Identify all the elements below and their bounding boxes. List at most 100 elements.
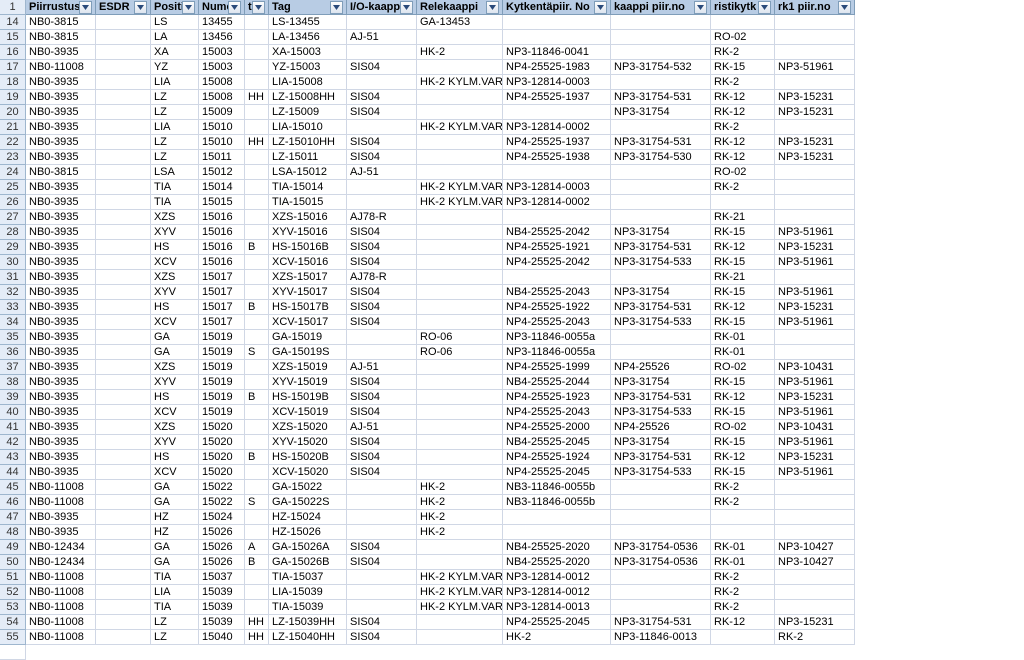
cell[interactable]: LZ xyxy=(151,135,199,150)
cell[interactable] xyxy=(611,480,711,495)
cell[interactable]: SIS04 xyxy=(347,240,417,255)
cell[interactable]: NB0-3935 xyxy=(26,225,96,240)
cell[interactable]: NB0-3935 xyxy=(26,375,96,390)
cell[interactable]: S xyxy=(245,345,269,360)
cell[interactable]: NB0-3935 xyxy=(26,465,96,480)
cell[interactable]: 15037 xyxy=(199,570,245,585)
cell[interactable]: SIS04 xyxy=(347,285,417,300)
cell[interactable] xyxy=(245,30,269,45)
cell[interactable]: GA-15022S xyxy=(269,495,347,510)
cell[interactable] xyxy=(245,45,269,60)
cell[interactable] xyxy=(611,345,711,360)
cell[interactable]: B xyxy=(245,240,269,255)
cell[interactable]: 15016 xyxy=(199,255,245,270)
row-number[interactable]: 55 xyxy=(0,630,26,645)
cell[interactable]: NB4-25525-2042 xyxy=(503,225,611,240)
cell[interactable]: HK-2 xyxy=(417,510,503,525)
cell[interactable]: XZS xyxy=(151,420,199,435)
row-number[interactable]: 38 xyxy=(0,375,26,390)
cell[interactable]: GA xyxy=(151,555,199,570)
cell[interactable]: TIA xyxy=(151,570,199,585)
cell[interactable] xyxy=(96,555,151,570)
cell[interactable] xyxy=(347,510,417,525)
cell[interactable] xyxy=(503,510,611,525)
row-number[interactable]: 21 xyxy=(0,120,26,135)
row-number[interactable]: 15 xyxy=(0,30,26,45)
cell[interactable]: NP3-51961 xyxy=(775,435,855,450)
cell[interactable] xyxy=(96,540,151,555)
row-number[interactable]: 45 xyxy=(0,480,26,495)
cell[interactable]: NB0-3935 xyxy=(26,315,96,330)
cell[interactable]: NB0-3935 xyxy=(26,120,96,135)
row-number[interactable]: 54 xyxy=(0,615,26,630)
cell[interactable]: NB0-3815 xyxy=(26,165,96,180)
cell[interactable]: RK-01 xyxy=(711,345,775,360)
cell[interactable] xyxy=(96,60,151,75)
row-number[interactable]: 49 xyxy=(0,540,26,555)
cell[interactable]: XCV xyxy=(151,405,199,420)
cell[interactable]: TIA xyxy=(151,180,199,195)
cell[interactable] xyxy=(417,450,503,465)
cell[interactable]: LZ-15040HH xyxy=(269,630,347,645)
cell[interactable] xyxy=(347,195,417,210)
cell[interactable] xyxy=(245,105,269,120)
row-number[interactable]: 20 xyxy=(0,105,26,120)
cell[interactable] xyxy=(611,165,711,180)
cell[interactable]: 15016 xyxy=(199,240,245,255)
cell[interactable] xyxy=(347,525,417,540)
row-number[interactable]: 42 xyxy=(0,435,26,450)
column-header[interactable]: kaappi piir.no xyxy=(611,0,711,15)
cell[interactable] xyxy=(417,390,503,405)
row-number[interactable]: 53 xyxy=(0,600,26,615)
cell[interactable] xyxy=(417,210,503,225)
cell[interactable]: NP4-25525-1923 xyxy=(503,390,611,405)
cell[interactable]: HS xyxy=(151,390,199,405)
cell[interactable]: RK-15 xyxy=(711,225,775,240)
cell[interactable]: 15008 xyxy=(199,90,245,105)
cell[interactable]: GA-13453 xyxy=(417,15,503,30)
cell[interactable]: XCV xyxy=(151,255,199,270)
cell[interactable] xyxy=(611,15,711,30)
cell[interactable]: NP3-12814-0012 xyxy=(503,585,611,600)
cell[interactable]: XCV-15019 xyxy=(269,405,347,420)
cell[interactable]: RK-2 xyxy=(711,480,775,495)
cell[interactable]: NP3-51961 xyxy=(775,405,855,420)
cell[interactable]: XCV-15017 xyxy=(269,315,347,330)
cell[interactable]: 13455 xyxy=(199,15,245,30)
column-header[interactable]: rk1 piir.no xyxy=(775,0,855,15)
cell[interactable]: NB0-3935 xyxy=(26,510,96,525)
column-header[interactable]: ESDR xyxy=(96,0,151,15)
cell[interactable] xyxy=(711,15,775,30)
cell[interactable]: RK-15 xyxy=(711,285,775,300)
cell[interactable]: 15010 xyxy=(199,135,245,150)
cell[interactable]: SIS04 xyxy=(347,105,417,120)
cell[interactable] xyxy=(611,270,711,285)
cell[interactable]: YZ xyxy=(151,60,199,75)
cell[interactable]: RK-12 xyxy=(711,615,775,630)
cell[interactable]: 15016 xyxy=(199,225,245,240)
cell[interactable]: GA xyxy=(151,330,199,345)
cell[interactable] xyxy=(775,495,855,510)
cell[interactable]: HH xyxy=(245,615,269,630)
cell[interactable]: NP3-31754-533 xyxy=(611,315,711,330)
cell[interactable]: NB0-3935 xyxy=(26,525,96,540)
cell[interactable] xyxy=(417,225,503,240)
cell[interactable] xyxy=(96,15,151,30)
cell[interactable] xyxy=(245,420,269,435)
cell[interactable]: RK-01 xyxy=(711,555,775,570)
cell[interactable]: XYV xyxy=(151,435,199,450)
cell[interactable]: NP3-15231 xyxy=(775,615,855,630)
cell[interactable]: SIS04 xyxy=(347,300,417,315)
cell[interactable] xyxy=(96,510,151,525)
cell[interactable]: NP4-25525-1938 xyxy=(503,150,611,165)
cell[interactable]: 15020 xyxy=(199,450,245,465)
cell[interactable]: RK-12 xyxy=(711,90,775,105)
row-number[interactable]: 47 xyxy=(0,510,26,525)
cell[interactable] xyxy=(347,75,417,90)
cell[interactable]: XCV-15016 xyxy=(269,255,347,270)
cell[interactable] xyxy=(245,525,269,540)
cell[interactable] xyxy=(96,90,151,105)
cell[interactable]: GA xyxy=(151,540,199,555)
cell[interactable] xyxy=(96,495,151,510)
cell[interactable]: NB0-11008 xyxy=(26,630,96,645)
